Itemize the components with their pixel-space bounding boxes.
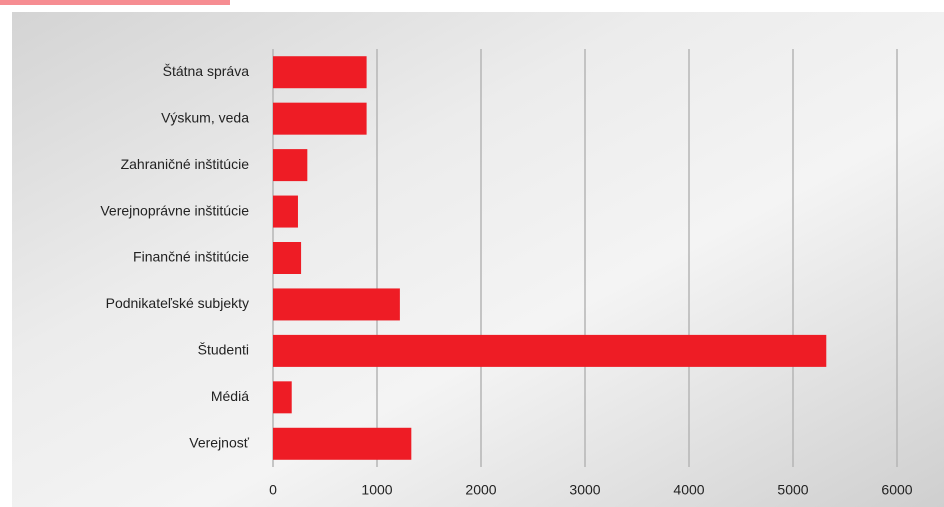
bar <box>273 195 298 228</box>
x-tick-label: 5000 <box>777 482 808 498</box>
x-tick-label: 4000 <box>673 482 704 498</box>
bar <box>273 242 302 274</box>
x-tick-label: 6000 <box>881 482 912 498</box>
background <box>12 12 944 507</box>
bar <box>273 149 308 182</box>
y-tick-label: Finančné inštitúcie <box>133 249 249 265</box>
x-tick-label: 1000 <box>361 482 392 498</box>
x-tick-label: 3000 <box>569 482 600 498</box>
y-tick-label: Zahraničné inštitúcie <box>121 156 250 172</box>
bar <box>273 334 827 367</box>
x-tick-label: 0 <box>269 482 277 498</box>
y-tick-label: Výskum, veda <box>161 109 249 125</box>
y-tick-label: Študenti <box>198 342 249 358</box>
y-tick-label: Podnikateľské subjekty <box>106 295 249 311</box>
bar <box>273 288 400 321</box>
y-tick-label: Štátna správa <box>163 63 250 79</box>
y-tick-label: Verejnoprávne inštitúcie <box>100 202 249 218</box>
header-strip <box>0 0 230 5</box>
bar <box>273 381 292 414</box>
y-tick-label: Médiá <box>211 388 249 404</box>
x-tick-label: 2000 <box>465 482 496 498</box>
bar <box>273 427 412 460</box>
bar <box>273 56 367 89</box>
y-tick-label: Verejnosť <box>189 434 249 450</box>
bar <box>273 102 367 135</box>
